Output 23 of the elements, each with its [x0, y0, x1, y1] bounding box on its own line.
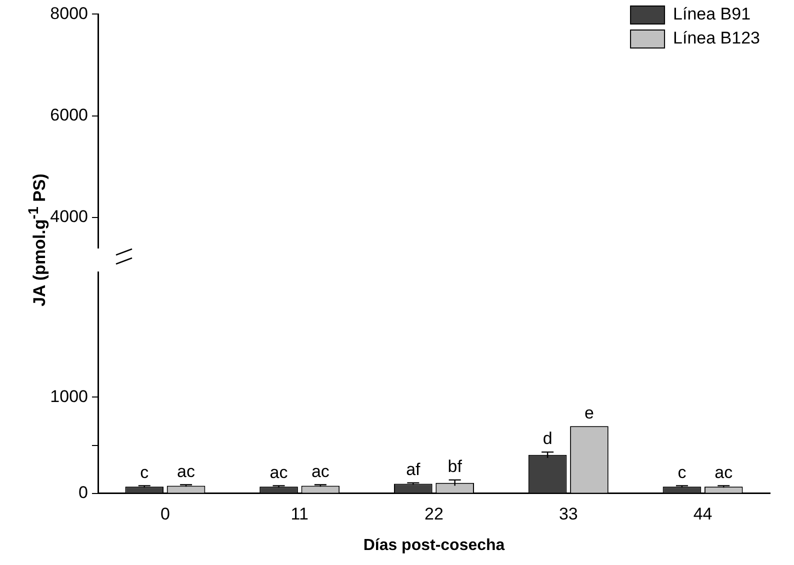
- y-tick-label: 1000: [50, 386, 88, 406]
- x-tick-label: 22: [424, 504, 444, 524]
- legend-label: Línea B91: [673, 4, 751, 24]
- data-label: c: [678, 462, 687, 482]
- data-label: af: [406, 460, 421, 480]
- x-tick-label: 11: [290, 504, 308, 524]
- data-label: c: [140, 462, 150, 482]
- data-label: ac: [714, 462, 734, 482]
- y-tick-label: 4000: [50, 207, 88, 226]
- data-label: ac: [311, 462, 330, 481]
- y-tick-label: 0: [78, 483, 88, 502]
- data-label: ac: [177, 462, 196, 481]
- data-label: d: [542, 429, 552, 448]
- x-tick-label: 44: [693, 504, 712, 524]
- data-label: bf: [448, 457, 462, 476]
- y-tick-label: 6000: [50, 105, 88, 124]
- y-tick-label: 8000: [50, 4, 88, 23]
- data-label: ac: [270, 462, 288, 482]
- x-tick-label: 0: [160, 504, 170, 524]
- legend-label: Línea B123: [673, 28, 760, 48]
- x-tick-label: 33: [558, 504, 578, 524]
- data-label: e: [584, 403, 594, 422]
- x-axis-title: Días post-cosecha: [363, 536, 505, 554]
